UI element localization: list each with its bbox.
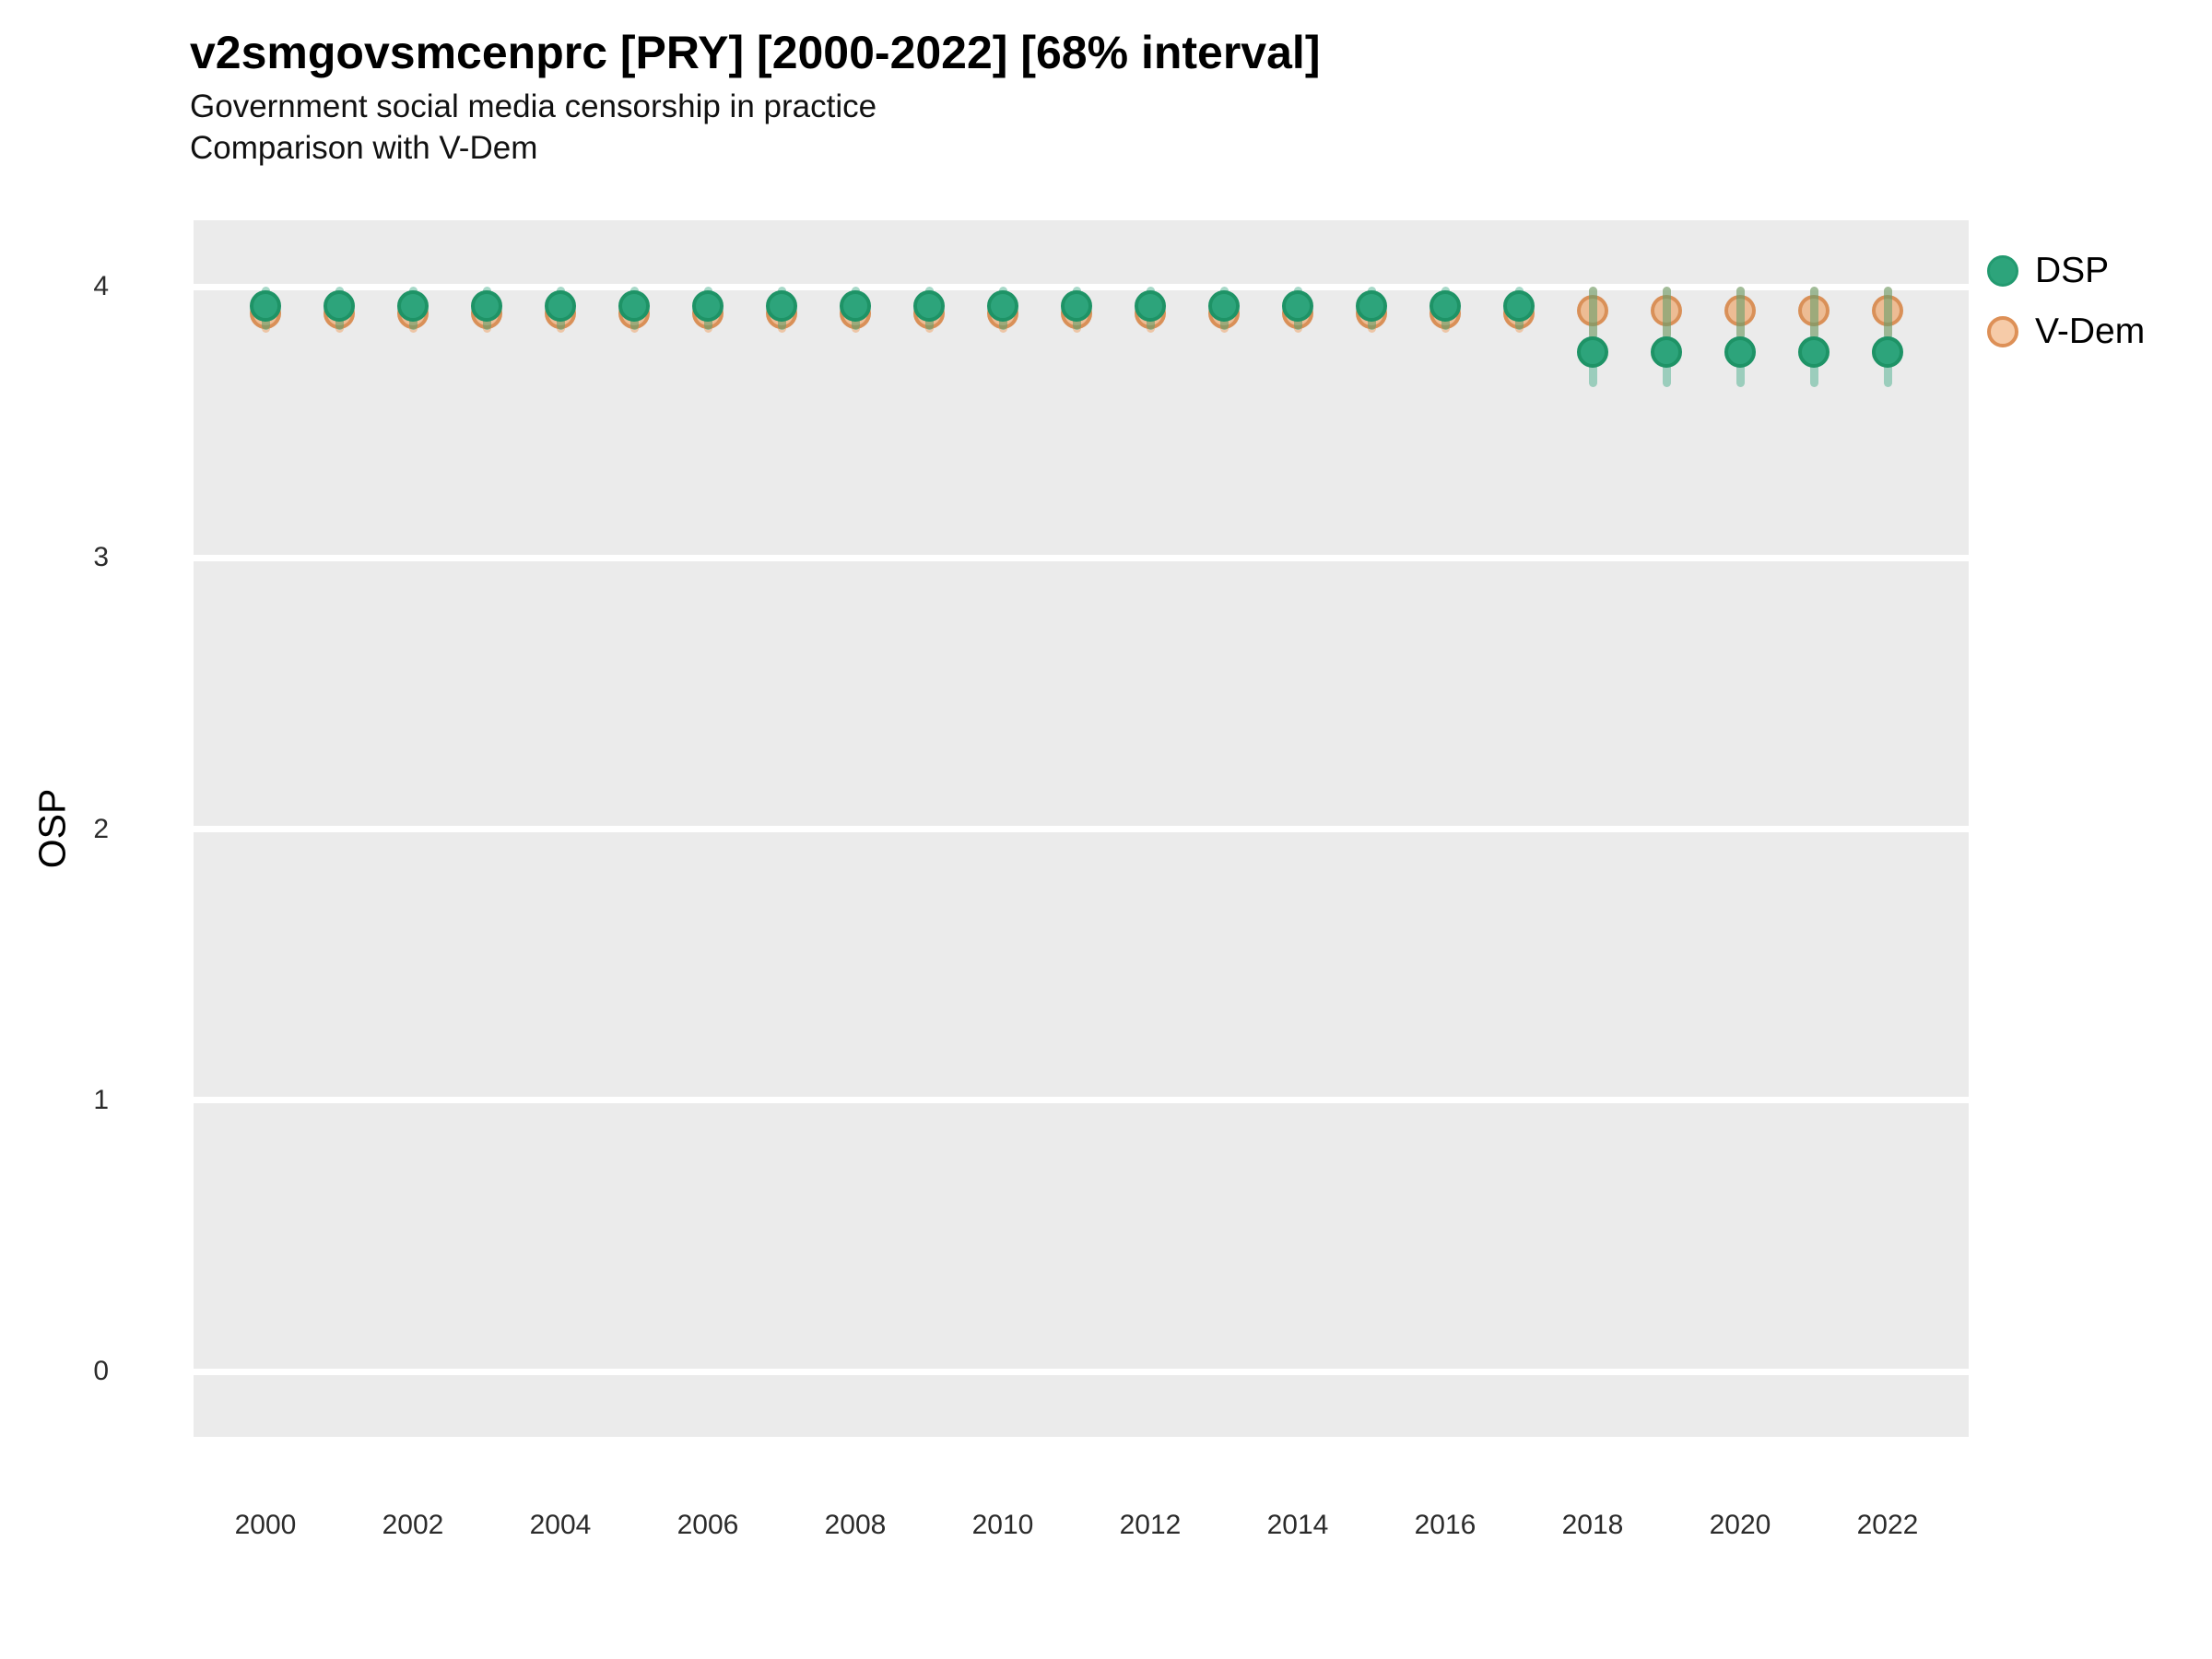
dsp-point-2006 bbox=[692, 289, 724, 322]
legend-label-dsp: DSP bbox=[2035, 251, 2110, 290]
dsp-point-2016 bbox=[1430, 289, 1461, 322]
x-axis-tick-label: 2016 bbox=[1414, 1510, 1477, 1540]
dsp-point-2014 bbox=[1282, 289, 1313, 322]
x-axis-tick-label: 2002 bbox=[382, 1510, 444, 1540]
x-axis-tick-label: 2018 bbox=[1561, 1510, 1624, 1540]
dsp-point-2022 bbox=[1872, 335, 1903, 368]
gridline-y-2 bbox=[194, 826, 1969, 832]
vdem-point-2018 bbox=[1577, 295, 1608, 327]
dsp-point-2011 bbox=[1061, 289, 1092, 322]
dsp-point-2019 bbox=[1651, 335, 1682, 368]
vdem-legend-swatch-icon bbox=[1987, 316, 2018, 347]
gridline-y-3 bbox=[194, 554, 1969, 561]
x-axis-tick-label: 2006 bbox=[677, 1510, 739, 1540]
chart-subtitle-line2: Comparison with V-Dem bbox=[190, 130, 538, 166]
vdem-point-2022 bbox=[1872, 295, 1903, 327]
x-axis-tick-label: 2020 bbox=[1709, 1510, 1771, 1540]
x-axis-tick-label: 2008 bbox=[824, 1510, 887, 1540]
plot-panel bbox=[194, 220, 1969, 1437]
dsp-point-2010 bbox=[987, 289, 1018, 322]
dsp-legend-swatch-icon bbox=[1987, 255, 2018, 287]
dsp-point-2001 bbox=[324, 289, 355, 322]
vdem-point-2021 bbox=[1798, 295, 1830, 327]
dsp-point-2018 bbox=[1577, 335, 1608, 368]
y-axis-tick-label: 0 bbox=[93, 1356, 109, 1386]
dsp-point-2002 bbox=[397, 289, 429, 322]
dsp-point-2013 bbox=[1208, 289, 1240, 322]
dsp-point-2021 bbox=[1798, 335, 1830, 368]
gridline-y-0 bbox=[194, 1368, 1969, 1375]
dsp-point-2007 bbox=[766, 289, 797, 322]
dsp-point-2017 bbox=[1503, 289, 1535, 322]
y-axis-tick-label: 3 bbox=[93, 542, 109, 573]
dsp-point-2003 bbox=[471, 289, 502, 322]
x-axis-tick-label: 2012 bbox=[1119, 1510, 1182, 1540]
dsp-point-2000 bbox=[250, 289, 281, 322]
dsp-point-2005 bbox=[618, 289, 650, 322]
gridline-y-4 bbox=[194, 283, 1969, 290]
dsp-point-2004 bbox=[545, 289, 576, 322]
dsp-point-2015 bbox=[1356, 289, 1387, 322]
dsp-point-2012 bbox=[1135, 289, 1166, 322]
x-axis-tick-label: 2022 bbox=[1856, 1510, 1919, 1540]
legend: DSP V-Dem bbox=[1987, 251, 2145, 352]
x-axis-tick-label: 2010 bbox=[971, 1510, 1034, 1540]
y-axis-tick-label: 1 bbox=[93, 1084, 109, 1115]
gridline-y-1 bbox=[194, 1097, 1969, 1104]
dsp-point-2008 bbox=[840, 289, 871, 322]
y-axis-tick-label: 4 bbox=[93, 271, 109, 301]
dsp-point-2020 bbox=[1724, 335, 1756, 368]
vdem-point-2020 bbox=[1724, 295, 1756, 327]
x-axis-tick-label: 2000 bbox=[234, 1510, 297, 1540]
chart-title: v2smgovsmcenprc [PRY] [2000-2022] [68% i… bbox=[190, 27, 1321, 78]
legend-label-vdem: V-Dem bbox=[2035, 312, 2146, 351]
chart-subtitle-line1: Government social media censorship in pr… bbox=[190, 88, 877, 124]
legend-item-dsp: DSP bbox=[1987, 251, 2145, 291]
x-axis-tick-label: 2014 bbox=[1266, 1510, 1329, 1540]
y-axis-tick-label: 2 bbox=[93, 813, 109, 844]
legend-item-vdem: V-Dem bbox=[1987, 312, 2145, 352]
vdem-point-2019 bbox=[1651, 295, 1682, 327]
dsp-point-2009 bbox=[913, 289, 945, 322]
x-axis-tick-label: 2004 bbox=[529, 1510, 592, 1540]
